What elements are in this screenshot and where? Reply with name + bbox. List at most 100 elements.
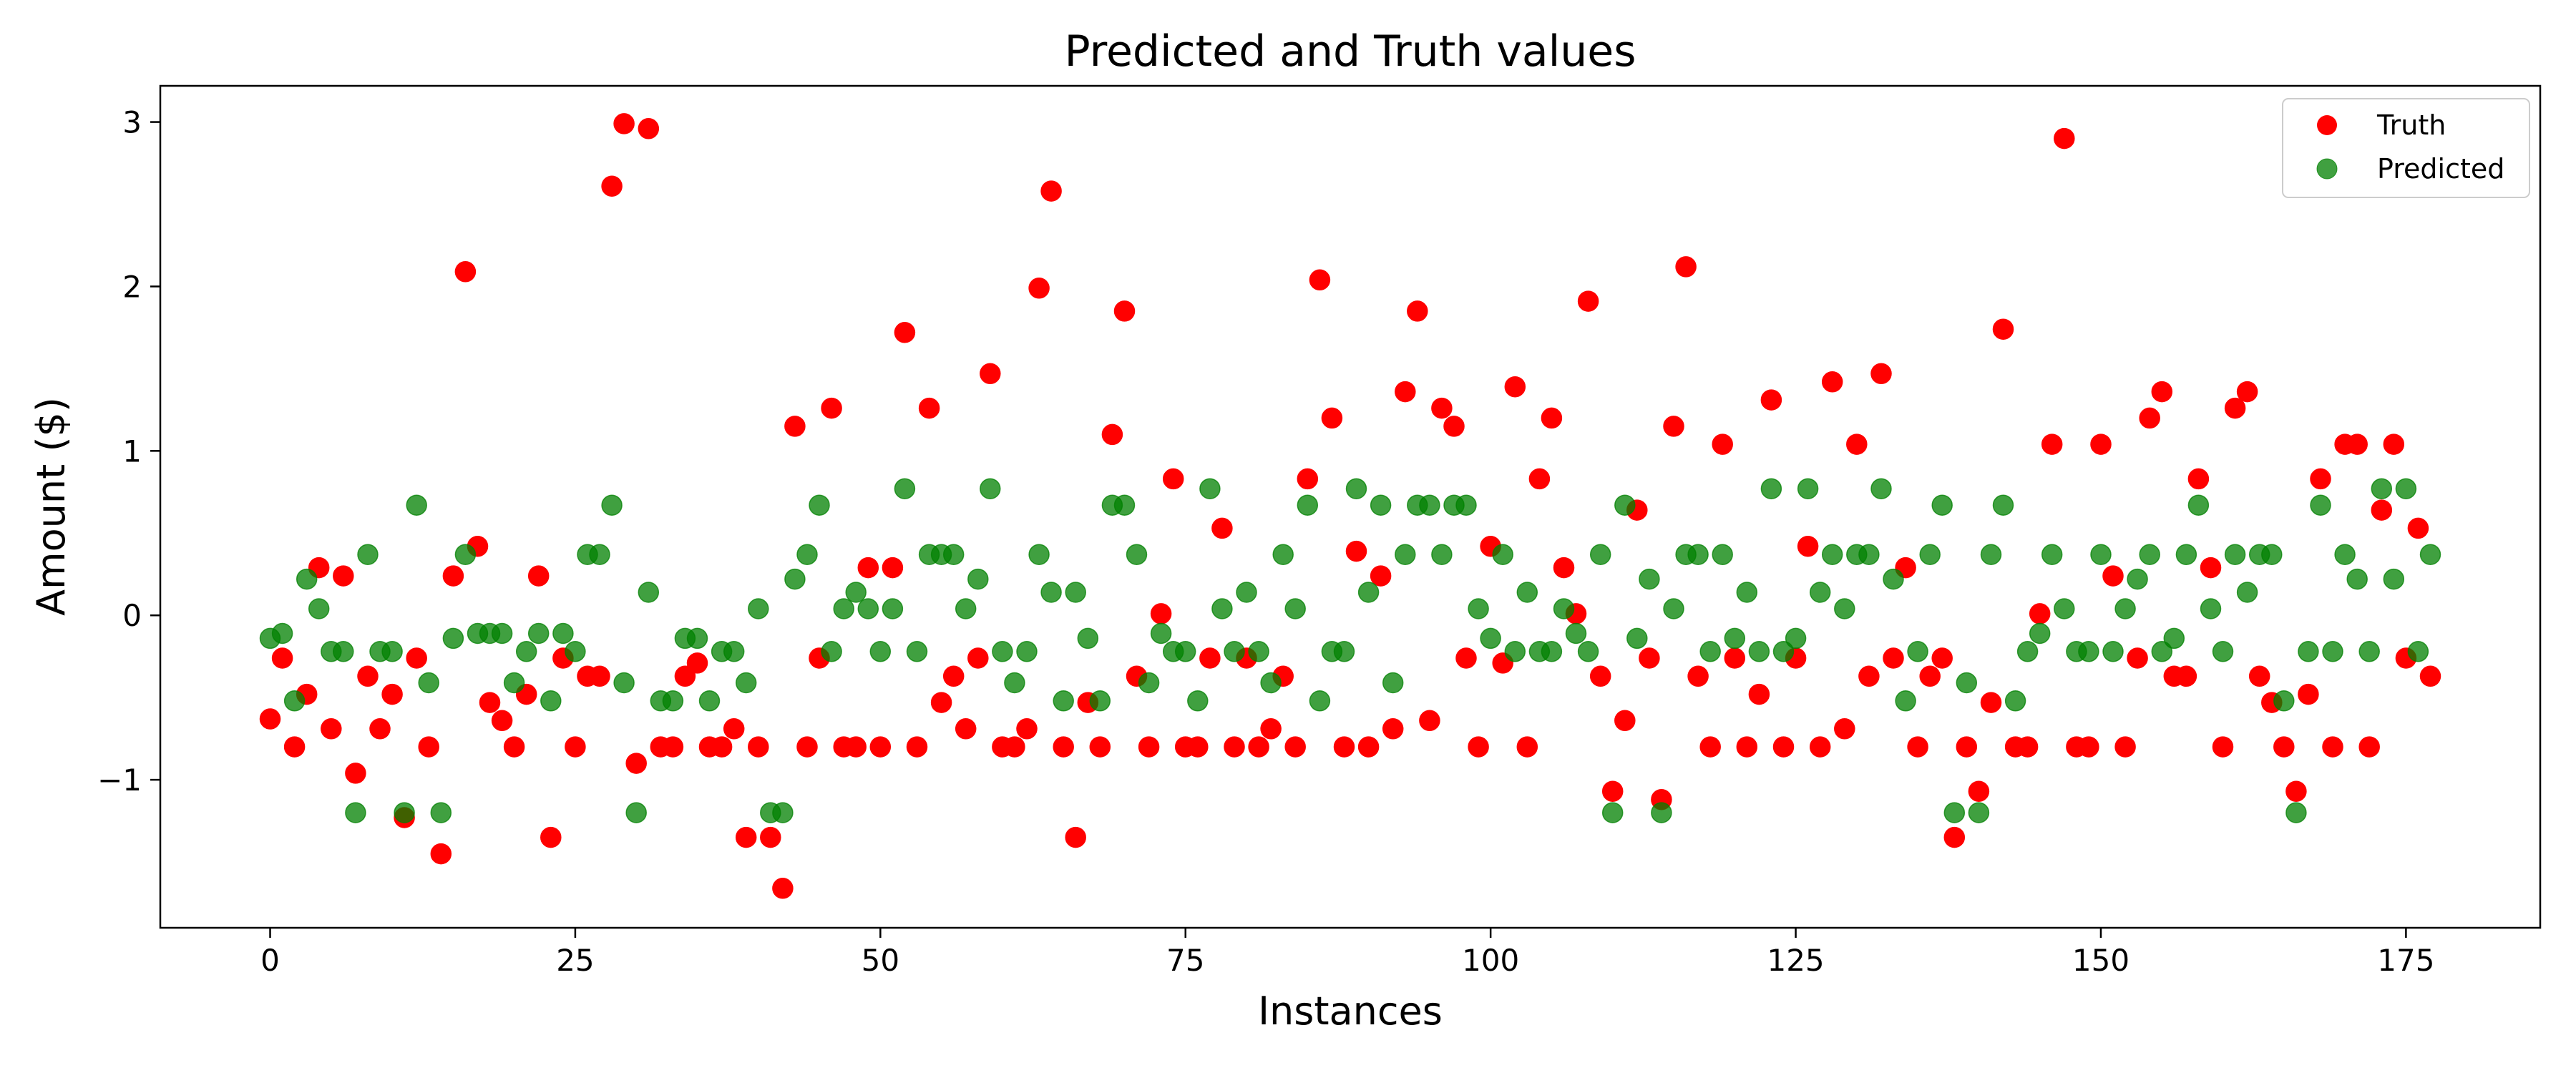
predicted-point-20 xyxy=(503,672,525,694)
truth-point-50 xyxy=(869,736,892,758)
truth-point-159 xyxy=(2200,557,2222,579)
truth-point-93 xyxy=(1395,381,1416,403)
truth-point-123 xyxy=(1760,389,1782,411)
truth-point-92 xyxy=(1382,718,1404,740)
predicted-point-59 xyxy=(980,478,1001,499)
predicted-point-70 xyxy=(1113,494,1136,516)
truth-point-96 xyxy=(1431,397,1453,419)
x-tick-label-175: 175 xyxy=(2377,943,2434,978)
truth-point-117 xyxy=(1687,665,1709,687)
predicted-point-71 xyxy=(1126,544,1148,565)
predicted-point-166 xyxy=(2285,802,2307,823)
predicted-point-110 xyxy=(1601,802,1624,823)
predicted-point-92 xyxy=(1382,672,1404,694)
predicted-point-40 xyxy=(748,598,769,619)
predicted-point-46 xyxy=(821,641,842,662)
predicted-point-170 xyxy=(2334,544,2356,565)
predicted-point-137 xyxy=(1931,494,1953,516)
predicted-point-1 xyxy=(271,622,293,645)
truth-point-153 xyxy=(2127,647,2148,669)
truth-point-16 xyxy=(454,261,477,283)
truth-point-141 xyxy=(1980,692,2002,713)
truth-point-102 xyxy=(1504,376,1526,398)
predicted-point-143 xyxy=(2004,690,2026,712)
predicted-point-96 xyxy=(1431,544,1453,565)
x-tick-label-75: 75 xyxy=(1166,943,1204,978)
predicted-point-10 xyxy=(381,641,403,662)
predicted-point-120 xyxy=(1724,627,1746,650)
truth-point-126 xyxy=(1797,535,1819,557)
truth-point-118 xyxy=(1699,736,1721,758)
predicted-point-107 xyxy=(1565,622,1587,645)
truth-point-138 xyxy=(1943,826,1966,848)
predicted-point-28 xyxy=(601,494,623,516)
truth-point-9 xyxy=(369,718,391,740)
predicted-point-121 xyxy=(1736,582,1758,603)
predicted-point-84 xyxy=(1284,598,1306,619)
truth-point-146 xyxy=(2041,433,2063,455)
predicted-point-12 xyxy=(406,494,427,516)
truth-point-136 xyxy=(1919,665,1941,687)
truth-point-12 xyxy=(406,647,427,669)
predicted-point-6 xyxy=(333,641,354,662)
truth-point-63 xyxy=(1028,278,1050,299)
truth-point-57 xyxy=(955,718,977,740)
truth-point-111 xyxy=(1614,710,1636,732)
predicted-point-115 xyxy=(1663,598,1684,619)
y-tick-label-3: 3 xyxy=(122,105,142,140)
predicted-point-93 xyxy=(1395,544,1416,565)
truth-point-161 xyxy=(2224,397,2246,419)
truth-point-48 xyxy=(845,736,867,758)
predicted-point-75 xyxy=(1174,641,1196,662)
predicted-point-157 xyxy=(2175,544,2197,565)
predicted-point-81 xyxy=(1248,641,1269,662)
truth-point-166 xyxy=(2285,780,2307,802)
predicted-point-146 xyxy=(2041,544,2063,565)
truth-point-84 xyxy=(1284,736,1306,758)
truth-point-109 xyxy=(1589,665,1611,687)
predicted-point-39 xyxy=(735,672,757,694)
truth-point-151 xyxy=(2102,565,2124,587)
predicted-point-117 xyxy=(1687,544,1709,565)
truth-point-177 xyxy=(2419,665,2441,687)
truth-point-77 xyxy=(1199,647,1221,669)
truth-point-39 xyxy=(735,826,757,848)
truth-point-6 xyxy=(333,565,354,587)
predicted-point-21 xyxy=(515,641,537,662)
predicted-point-13 xyxy=(418,672,439,694)
predicted-point-86 xyxy=(1309,690,1331,712)
truth-point-5 xyxy=(321,718,342,740)
predicted-point-106 xyxy=(1553,598,1575,619)
predicted-point-102 xyxy=(1504,641,1526,662)
x-tick-label-25: 25 xyxy=(556,943,594,978)
predicted-point-138 xyxy=(1943,802,1966,823)
truth-point-51 xyxy=(882,557,904,579)
legend: Truth Predicted xyxy=(2282,98,2530,198)
predicted-point-136 xyxy=(1919,544,1941,565)
truth-point-140 xyxy=(1968,780,1990,802)
truth-point-1 xyxy=(271,647,293,669)
truth-point-152 xyxy=(2114,736,2136,758)
predicted-point-168 xyxy=(2310,494,2331,516)
truth-point-98 xyxy=(1455,647,1477,669)
predicted-point-16 xyxy=(454,544,477,565)
predicted-point-139 xyxy=(1956,672,1978,694)
truth-point-40 xyxy=(748,736,769,758)
truth-point-116 xyxy=(1675,256,1697,278)
predicted-point-43 xyxy=(784,568,806,590)
x-axis-ticks: 0 25 50 75 100 125 150 175 xyxy=(260,928,2434,978)
x-tick-label-125: 125 xyxy=(1767,943,1824,978)
truth-point-168 xyxy=(2310,468,2331,490)
predicted-point-134 xyxy=(1895,690,1916,712)
predicted-point-36 xyxy=(698,690,721,712)
truth-point-89 xyxy=(1345,540,1367,562)
predicted-point-30 xyxy=(625,802,647,823)
predicted-point-62 xyxy=(1016,641,1038,662)
predicted-point-64 xyxy=(1040,582,1062,603)
truth-point-34 xyxy=(674,665,696,687)
predicted-point-22 xyxy=(527,622,550,645)
predicted-point-58 xyxy=(967,568,989,590)
predicted-point-165 xyxy=(2273,690,2295,712)
truth-point-62 xyxy=(1016,718,1038,740)
predicted-point-131 xyxy=(1858,544,1880,565)
